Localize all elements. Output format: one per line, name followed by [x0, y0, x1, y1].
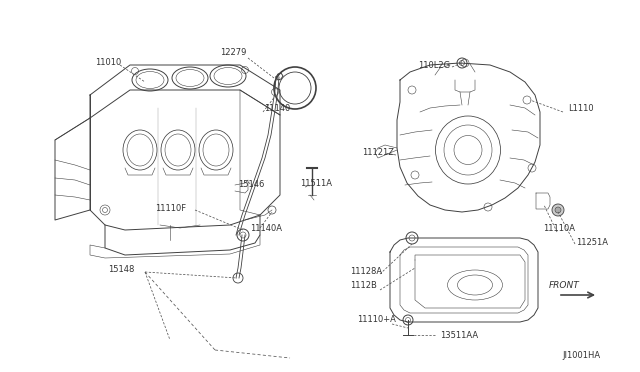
Text: 15146: 15146 [238, 180, 264, 189]
Text: L1110: L1110 [568, 103, 594, 112]
Circle shape [555, 207, 561, 213]
Text: JI1001HA: JI1001HA [562, 350, 600, 359]
Text: 15148: 15148 [108, 266, 134, 275]
Text: 13511AA: 13511AA [440, 330, 478, 340]
Text: 11251A: 11251A [576, 237, 608, 247]
Text: 11110A: 11110A [543, 224, 575, 232]
Text: 11128A: 11128A [350, 267, 382, 276]
Text: 11110F: 11110F [155, 203, 186, 212]
Text: FRONT: FRONT [549, 280, 580, 289]
Text: 11140: 11140 [264, 103, 291, 112]
Text: 11511A: 11511A [300, 179, 332, 187]
Text: 11110+A: 11110+A [357, 315, 396, 324]
Text: 1112B: 1112B [350, 282, 377, 291]
Text: 12279: 12279 [220, 48, 246, 57]
Text: 11121Z: 11121Z [362, 148, 394, 157]
Text: 11010: 11010 [95, 58, 121, 67]
Text: 110L2G: 110L2G [418, 61, 450, 70]
Circle shape [552, 204, 564, 216]
Text: 11140A: 11140A [250, 224, 282, 232]
